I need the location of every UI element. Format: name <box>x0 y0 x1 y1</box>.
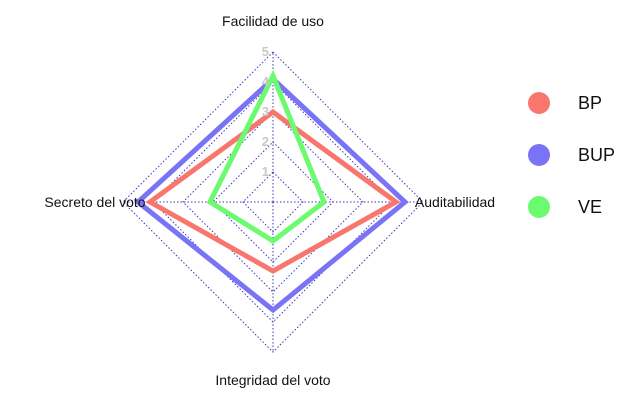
legend-key-bup <box>528 144 550 166</box>
legend-key-bp <box>528 92 550 114</box>
legend-key-ve <box>528 196 550 218</box>
legend: BP BUP VE <box>528 92 615 218</box>
axis-label-0: Facilidad de uso <box>222 13 324 29</box>
axis-label-2: Integridad del voto <box>215 372 330 388</box>
legend-label-bup: BUP <box>578 145 615 165</box>
tick-label-1: 1 <box>262 164 269 179</box>
legend-label-bp: BP <box>578 93 602 113</box>
tick-label-5: 5 <box>262 44 269 59</box>
tick-label-3: 3 <box>262 104 269 119</box>
radar-series <box>138 76 405 310</box>
legend-label-ve: VE <box>578 197 602 217</box>
radar-axis-labels: Facilidad de uso Auditabilidad Integridad … <box>44 13 495 388</box>
axis-label-3: Secreto del voto <box>44 194 145 210</box>
radar-tick-labels: 1 2 3 4 5 <box>262 44 270 179</box>
tick-label-4: 4 <box>262 74 270 89</box>
tick-label-2: 2 <box>262 134 269 149</box>
axis-label-1: Auditabilidad <box>415 194 495 210</box>
